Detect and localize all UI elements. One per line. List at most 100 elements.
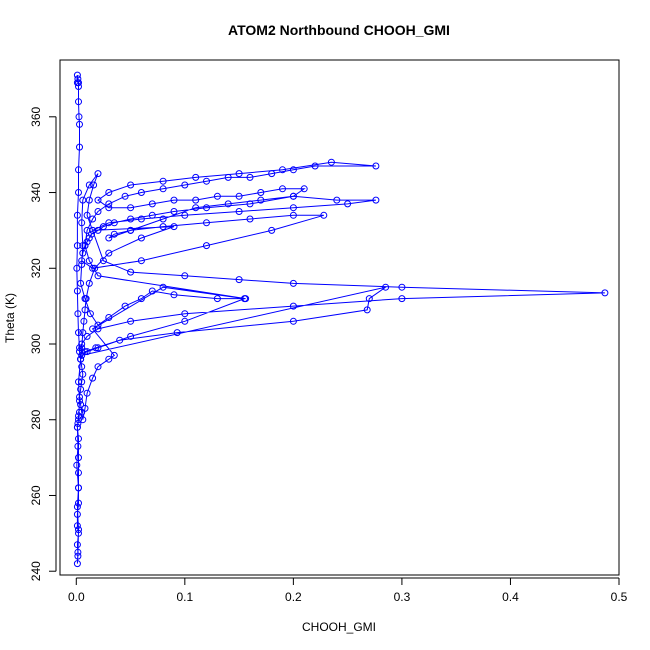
data-point	[363, 306, 371, 314]
data-point	[75, 378, 82, 386]
data-point	[241, 295, 248, 303]
data-point	[235, 170, 243, 178]
data-point	[116, 336, 124, 344]
data-point	[73, 287, 81, 295]
data-point	[75, 189, 82, 196]
data-point	[76, 120, 83, 128]
data-point	[268, 226, 276, 234]
data-point	[80, 317, 88, 325]
data-point	[235, 276, 243, 284]
data-point	[289, 166, 297, 174]
y-axis: 240 260 280 300 320 340 360	[29, 106, 57, 581]
data-point	[110, 230, 118, 238]
data-point	[73, 522, 81, 530]
data-point	[320, 211, 328, 219]
data-point	[289, 317, 297, 325]
data-point	[203, 204, 210, 212]
data-point	[78, 219, 86, 227]
data-point	[127, 204, 135, 212]
data-point	[94, 321, 102, 329]
data-point	[159, 223, 167, 231]
data-point	[79, 416, 87, 424]
y-tick-label: 280	[29, 409, 43, 429]
data-point	[74, 310, 82, 318]
data-point	[94, 363, 102, 371]
x-tick-label: 0.0	[68, 590, 85, 604]
data-point	[77, 401, 85, 409]
data-point	[203, 219, 210, 227]
data-point	[75, 499, 82, 507]
data-point	[127, 317, 135, 325]
data-point	[73, 541, 81, 549]
data-point	[279, 166, 286, 174]
data-point	[148, 200, 156, 208]
data-point	[235, 192, 243, 200]
data-point	[127, 181, 135, 189]
y-axis-label: Theta (K)	[3, 293, 17, 343]
data-point	[257, 189, 265, 196]
data-point	[73, 211, 81, 219]
data-point	[170, 291, 178, 299]
data-point	[159, 215, 167, 223]
data-point	[213, 295, 221, 303]
data-point	[94, 344, 102, 352]
data-point	[75, 529, 82, 537]
data-point	[365, 295, 373, 303]
data-point	[81, 404, 89, 412]
data-point	[89, 264, 97, 272]
data-point	[127, 215, 135, 223]
data-point	[85, 181, 93, 189]
data-point	[137, 215, 145, 223]
data-point	[289, 192, 297, 200]
data-point	[170, 223, 178, 231]
data-point	[94, 226, 102, 234]
data-point	[79, 370, 87, 378]
data-point	[89, 325, 97, 333]
data-point	[94, 272, 102, 280]
data-point	[372, 196, 380, 204]
data-point	[78, 363, 86, 371]
data-point	[75, 113, 83, 121]
data-point	[85, 234, 93, 242]
data-point	[601, 289, 609, 297]
data-point	[89, 374, 97, 382]
data-point	[83, 211, 91, 219]
x-axis: 0.0 0.1 0.2 0.3 0.4 0.5	[68, 577, 628, 604]
data-point	[77, 355, 85, 363]
data-point	[79, 329, 87, 337]
x-axis-label: CHOOH_GMI	[302, 620, 376, 634]
data-point	[79, 249, 87, 257]
data-point	[75, 79, 82, 87]
data-point	[181, 181, 189, 189]
data-point	[105, 204, 113, 212]
data-point	[90, 181, 98, 189]
data-point	[137, 189, 145, 196]
data-point	[77, 385, 85, 393]
data-point	[91, 264, 99, 272]
data-point	[76, 393, 83, 401]
data-point	[105, 249, 113, 257]
data-point	[81, 242, 89, 250]
data-point	[105, 355, 113, 363]
data-point	[75, 166, 82, 174]
x-tick-label: 0.3	[394, 590, 411, 604]
data-point	[203, 177, 210, 185]
data-point	[75, 454, 82, 462]
data-point	[79, 196, 87, 204]
data-point	[121, 302, 129, 310]
data-point	[192, 204, 200, 212]
data-point	[235, 208, 243, 215]
data-point	[94, 196, 102, 204]
data-point	[268, 170, 276, 178]
data-point	[81, 306, 89, 314]
data-point	[170, 196, 178, 204]
data-point	[311, 162, 319, 170]
data-point	[121, 192, 129, 200]
data-point	[246, 215, 254, 223]
data-point	[94, 170, 102, 178]
y-tick-label: 300	[29, 334, 43, 354]
data-point	[398, 295, 406, 303]
data-point	[78, 261, 86, 268]
data-point	[73, 242, 81, 250]
data-point	[398, 283, 406, 291]
